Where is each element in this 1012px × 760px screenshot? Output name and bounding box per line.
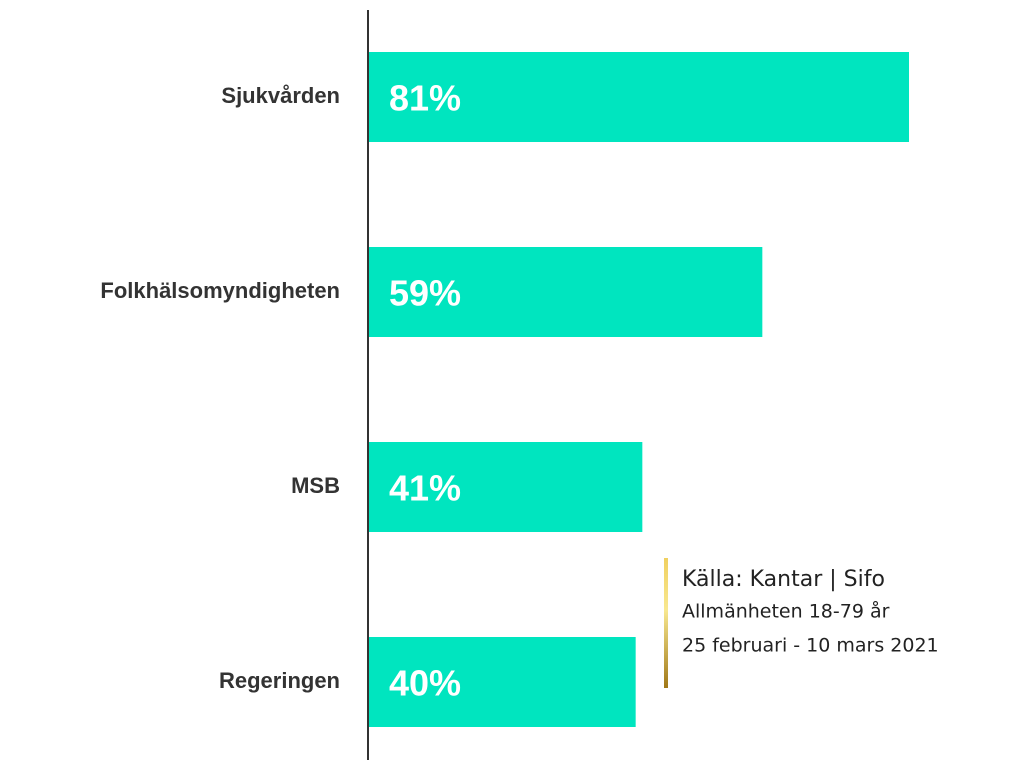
bar	[369, 637, 636, 727]
category-label: Folkhälsomyndigheten	[100, 278, 340, 303]
source-accent	[664, 558, 668, 688]
bar	[369, 247, 763, 337]
category-label: Sjukvården	[221, 83, 340, 108]
source-line: 25 februari - 10 mars 2021	[682, 635, 939, 657]
category-label: Regeringen	[219, 668, 340, 693]
category-label: MSB	[291, 473, 340, 498]
bar	[369, 52, 909, 142]
value-label: 59%	[389, 273, 461, 314]
value-label: 81%	[389, 78, 461, 119]
value-label: 41%	[389, 468, 461, 509]
source-title: Källa: Kantar | Sifo	[682, 567, 885, 592]
value-label: 40%	[389, 663, 461, 704]
source-line: Allmänheten 18-79 år	[682, 600, 890, 623]
bar	[369, 442, 643, 532]
